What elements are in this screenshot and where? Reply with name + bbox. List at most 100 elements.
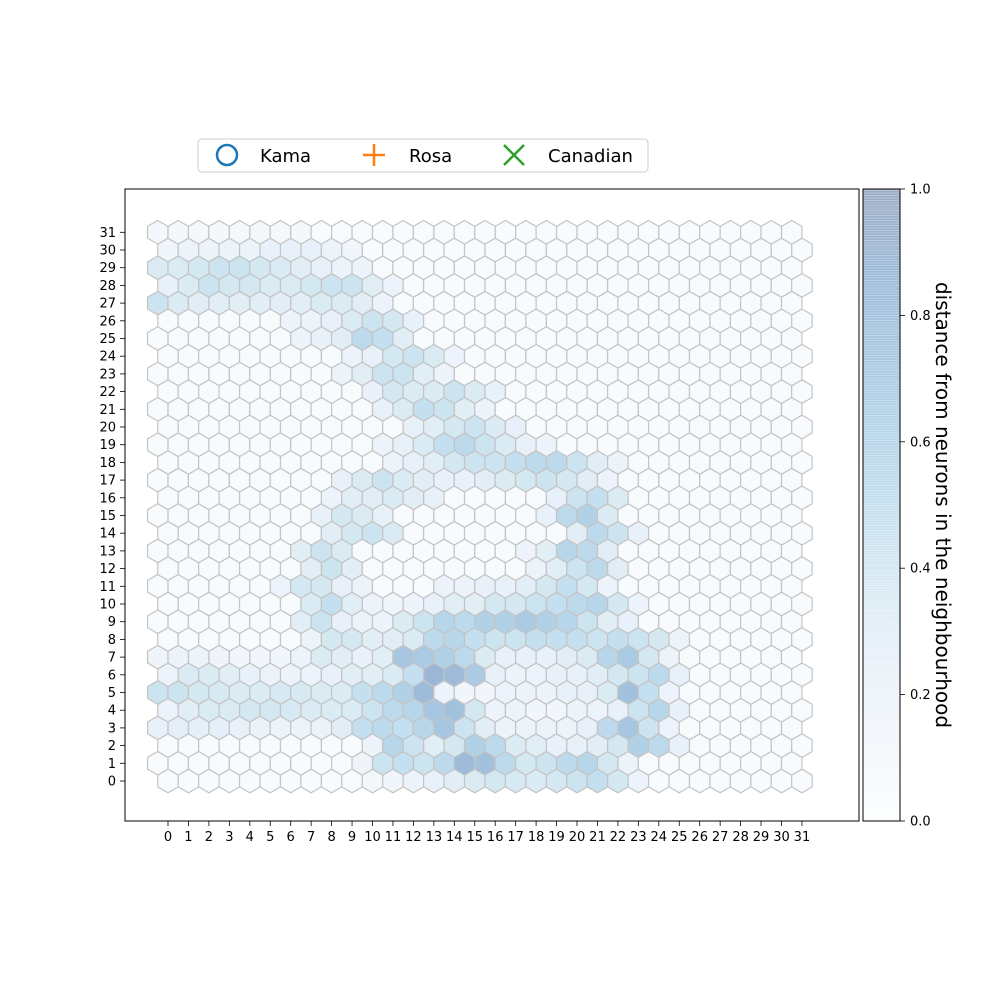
legend-entry-kama[interactable]: Kama xyxy=(215,143,311,167)
hex-cell xyxy=(740,219,762,245)
hex-cell xyxy=(699,219,721,245)
y-tick-label: 8 xyxy=(108,633,116,648)
hex-cell xyxy=(310,219,333,245)
x-tick-label: 28 xyxy=(732,830,749,845)
colorbar-ticks: 0.0 0.2 0.4 0.6 0.8 1.0 xyxy=(900,183,931,830)
y-tick-label: 4 xyxy=(108,704,116,719)
hex-cell xyxy=(167,219,190,245)
legend[interactable]: Kama Rosa Canadian xyxy=(197,138,649,173)
y-tick-label: 31 xyxy=(99,226,116,241)
y-tick-label: 13 xyxy=(99,544,116,559)
x-tick-label: 22 xyxy=(610,830,627,845)
x-tick-label: 10 xyxy=(364,830,381,845)
legend-plus-marker-icon xyxy=(363,144,385,166)
y-tick-label: 21 xyxy=(99,403,116,418)
x-tick-label: 18 xyxy=(528,830,545,845)
x-tick-label: 8 xyxy=(327,830,335,845)
hex-cell xyxy=(617,219,639,245)
legend-label-rosa: Rosa xyxy=(409,146,452,167)
x-tick-label: 1 xyxy=(184,830,192,845)
hex-cell xyxy=(515,219,537,245)
x-tick-label: 12 xyxy=(405,830,422,845)
hex-cell xyxy=(453,219,476,245)
hex-cell xyxy=(433,219,455,245)
hex-cell xyxy=(146,219,169,245)
hex-cell xyxy=(576,219,599,245)
y-tick-label: 28 xyxy=(99,279,116,294)
y-tick-label: 9 xyxy=(108,615,116,630)
legend-frame xyxy=(197,138,649,173)
x-tick-label: 17 xyxy=(507,830,524,845)
y-tick-label: 29 xyxy=(99,261,116,276)
plot-border xyxy=(124,188,860,822)
y-tick-label: 6 xyxy=(108,668,116,683)
hex-cell xyxy=(371,219,394,245)
x-axis: 0 1 2 3 4 5 6 7 8 9 10 11 12 13 14 15 16 17 18 19 20 21 22 23 24… xyxy=(164,821,810,845)
hex-cell xyxy=(474,219,496,245)
y-tick-label: 19 xyxy=(99,438,116,453)
hex-cell xyxy=(392,219,414,245)
hex-cell xyxy=(719,219,742,245)
colorbar-tick-label: 0.8 xyxy=(910,309,931,324)
y-tick-label: 14 xyxy=(99,527,116,542)
legend-entry-rosa[interactable]: Rosa xyxy=(363,144,452,167)
y-tick-label: 23 xyxy=(99,367,116,382)
x-tick-label: 3 xyxy=(225,830,233,845)
colorbar-tick-label: 0.0 xyxy=(910,815,931,830)
hex-cell xyxy=(208,219,230,245)
y-tick-label: 17 xyxy=(99,474,116,489)
y-tick-label: 30 xyxy=(99,244,116,259)
x-tick-label: 26 xyxy=(691,830,708,845)
x-tick-label: 16 xyxy=(487,830,504,845)
y-tick-label: 1 xyxy=(108,757,116,772)
hex-cell xyxy=(637,219,660,245)
legend-entry-canadian[interactable]: Canadian xyxy=(503,144,633,167)
y-tick-label: 11 xyxy=(99,580,116,595)
colorbar-tick-label: 1.0 xyxy=(910,183,931,198)
x-tick-label: 7 xyxy=(307,830,315,845)
y-tick-label: 3 xyxy=(108,721,116,736)
x-tick-label: 20 xyxy=(569,830,586,845)
y-tick-label: 0 xyxy=(108,775,116,790)
hex-cell xyxy=(780,219,803,245)
y-tick-label: 24 xyxy=(99,350,116,365)
plot-area: 0 1 2 3 4 5 6 7 8 9 10 11 12 13 14 15 16 17 18 19 20 21 22 23 24… xyxy=(99,188,860,845)
x-tick-label: 0 xyxy=(164,830,172,845)
x-tick-label: 30 xyxy=(773,830,790,845)
hex-cell xyxy=(678,219,701,245)
x-tick-label: 6 xyxy=(287,830,295,845)
legend-label-canadian: Canadian xyxy=(548,146,633,167)
x-tick-label: 14 xyxy=(446,830,463,845)
hex-cell xyxy=(658,219,680,245)
legend-x-marker-icon xyxy=(503,144,525,166)
colorbar-tick-label: 0.6 xyxy=(910,435,931,450)
y-tick-label: 18 xyxy=(99,456,116,471)
x-tick-label: 27 xyxy=(712,830,729,845)
hex-cell xyxy=(535,219,558,245)
hex-cell xyxy=(187,219,210,245)
y-tick-label: 15 xyxy=(99,509,116,524)
hex-cell xyxy=(290,219,312,245)
legend-label-kama: Kama xyxy=(260,146,311,167)
y-tick-label: 26 xyxy=(99,314,116,329)
y-tick-label: 12 xyxy=(99,562,116,577)
x-tick-label: 11 xyxy=(385,830,402,845)
hex-cell xyxy=(412,219,435,245)
hex-cell xyxy=(596,219,619,245)
hex-cell xyxy=(494,219,517,245)
hex-cell xyxy=(269,219,292,245)
y-tick-label: 20 xyxy=(99,421,116,436)
y-tick-label: 10 xyxy=(99,598,116,613)
colorbar-border xyxy=(862,188,901,822)
y-axis: 0123456789101112131415161718192021222324… xyxy=(99,226,125,790)
x-tick-label: 24 xyxy=(651,830,668,845)
x-tick-label: 9 xyxy=(348,830,356,845)
y-tick-label: 7 xyxy=(108,651,116,666)
y-tick-label: 22 xyxy=(99,385,116,400)
x-tick-label: 13 xyxy=(426,830,443,845)
y-tick-label: 5 xyxy=(108,686,116,701)
y-tick-label: 2 xyxy=(108,739,116,754)
hex-cells xyxy=(146,219,813,794)
x-tick-label: 15 xyxy=(466,830,483,845)
